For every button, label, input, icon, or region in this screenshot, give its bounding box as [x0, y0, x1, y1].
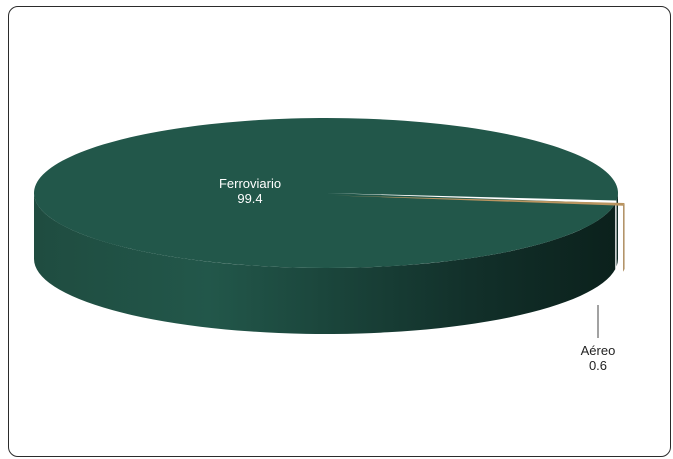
slice-ferroviario [33, 118, 618, 269]
pie-layer [33, 118, 625, 335]
slice-side-aereo [623, 202, 625, 272]
slice-side-ferroviario [34, 193, 616, 335]
label-layer: Ferroviario 99.4 Aéreo 0.6 [219, 176, 615, 373]
slice-label-aereo-value: 0.6 [589, 358, 607, 373]
slice-label-ferroviario-value: 99.4 [237, 191, 262, 206]
slice-side-ferroviario-right [616, 193, 618, 267]
slice-label-ferroviario-name: Ferroviario [219, 176, 281, 191]
slice-aereo [333, 195, 625, 206]
slice-label-aereo-name: Aéreo [581, 343, 616, 358]
